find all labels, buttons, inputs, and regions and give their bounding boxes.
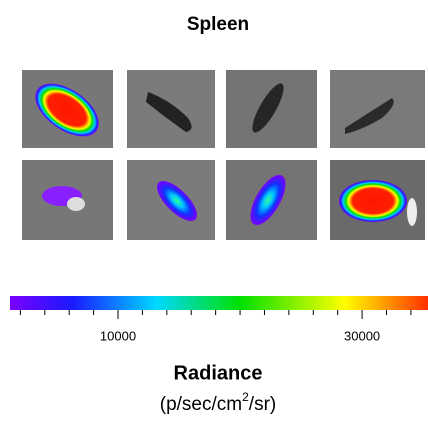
unit-part: (p/sec/cm xyxy=(160,394,242,415)
tissue xyxy=(67,197,85,211)
tissue xyxy=(407,198,417,226)
signal xyxy=(250,175,286,225)
colorbar-unit: (p/sec/cm2/sr) xyxy=(160,390,276,415)
organ xyxy=(345,98,394,134)
figure-title: Spleen xyxy=(187,14,249,35)
tick-label: 10000 xyxy=(100,328,136,343)
colorbar xyxy=(10,296,428,310)
tick-label: 30000 xyxy=(344,328,380,343)
image-panels xyxy=(22,70,425,240)
unit-superscript: 2 xyxy=(242,390,249,404)
signal xyxy=(339,180,407,222)
colorbar-label: Radiance xyxy=(174,362,263,384)
unit-part: /sr) xyxy=(249,394,276,415)
organ xyxy=(146,92,192,132)
organ xyxy=(252,83,284,133)
signal xyxy=(35,83,99,137)
signal xyxy=(157,181,197,221)
